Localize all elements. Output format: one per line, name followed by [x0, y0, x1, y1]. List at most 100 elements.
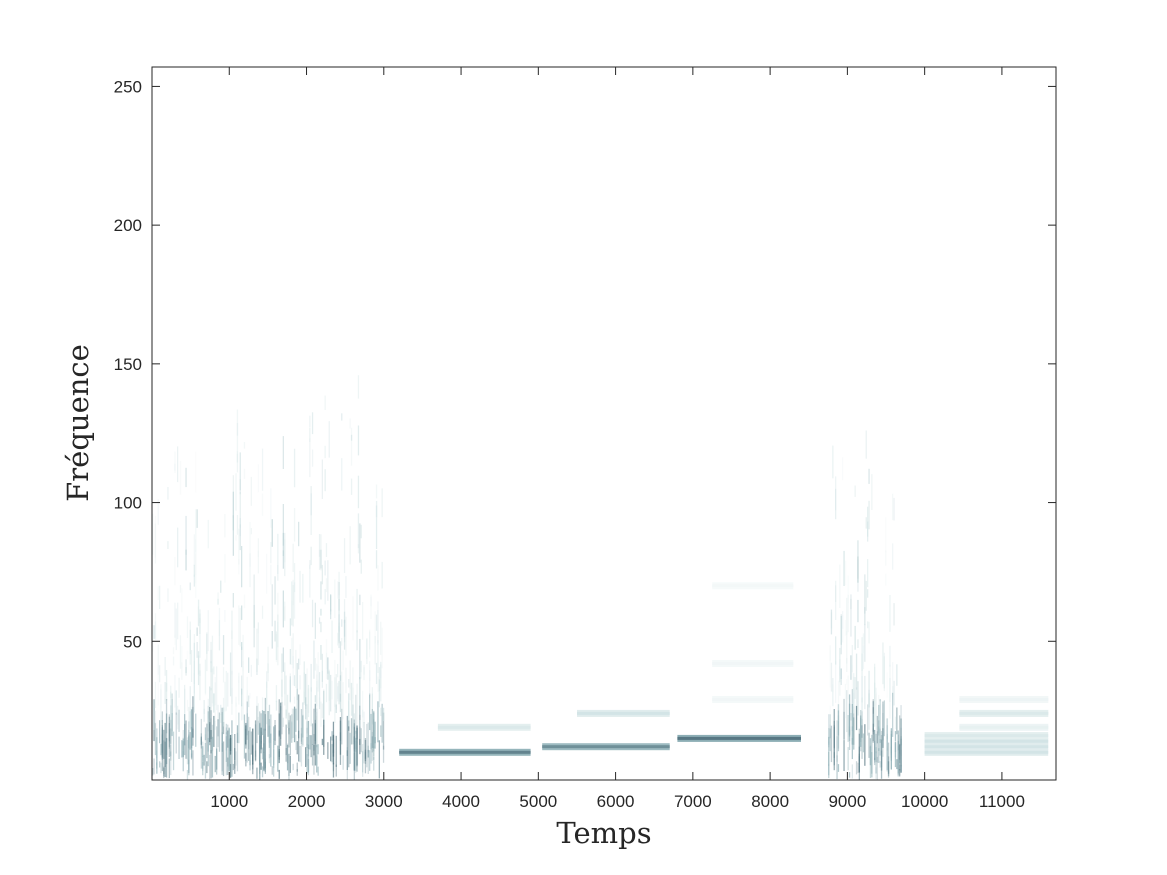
noise-cell: [350, 427, 353, 466]
noise-cell: [250, 476, 252, 506]
noise-cell: [878, 720, 880, 751]
noise-cell: [160, 684, 162, 726]
noise-cell: [829, 705, 831, 729]
noise-cell: [862, 733, 865, 753]
noise-cell: [359, 720, 361, 727]
noise-cell: [864, 724, 866, 766]
noise-cell: [260, 727, 262, 750]
noise-cell: [829, 650, 831, 688]
noise-cell: [850, 594, 852, 637]
noise-cell: [341, 619, 343, 627]
noise-cell: [850, 713, 852, 721]
noise-cell: [345, 576, 347, 598]
noise-cell: [241, 605, 243, 620]
noise-cell: [851, 645, 853, 673]
noise-segment: [152, 375, 385, 780]
noise-cell: [854, 677, 856, 699]
noise-cell: [362, 709, 364, 718]
noise-cell: [157, 665, 159, 706]
noise-cell: [356, 727, 358, 772]
tone-core: [399, 750, 531, 754]
noise-cell: [338, 582, 340, 611]
noise-cell: [225, 723, 227, 751]
noise-cell: [325, 683, 328, 703]
noise-cell: [355, 694, 357, 734]
noise-cell: [899, 715, 901, 760]
noise-cell: [188, 759, 190, 774]
noise-cell: [316, 687, 318, 707]
noise-cell: [163, 766, 165, 777]
noise-cell: [857, 762, 859, 774]
noise-cell: [239, 491, 241, 528]
noise-cell: [832, 684, 834, 693]
noise-cell: [306, 668, 308, 705]
noise-cell: [186, 699, 189, 712]
noise-cell: [289, 755, 291, 773]
noise-cell: [235, 751, 237, 766]
noise-cell: [311, 744, 314, 766]
noise-cell: [211, 668, 214, 707]
noise-cell: [238, 672, 240, 705]
noise-cell: [174, 675, 176, 708]
noise-cell: [844, 620, 847, 636]
noise-cell: [299, 644, 301, 665]
noise-cell: [330, 736, 332, 762]
noise-cell: [217, 719, 219, 737]
noise-cell: [282, 647, 284, 672]
noise-cell: [342, 755, 344, 770]
noise-cell: [257, 538, 259, 574]
tone-core: [712, 698, 794, 701]
y-tick-label: 100: [114, 494, 142, 513]
noise-cell: [181, 662, 183, 680]
noise-cell: [337, 686, 339, 702]
noise-cell: [374, 721, 376, 749]
noise-cell: [227, 757, 229, 775]
noise-cell: [200, 736, 202, 745]
noise-cell: [289, 618, 291, 636]
noise-cell: [362, 751, 364, 773]
noise-cell: [261, 710, 264, 736]
noise-cell: [840, 668, 842, 679]
noise-cell: [199, 670, 201, 677]
noise-cell: [295, 734, 297, 751]
noise-cell: [851, 764, 853, 779]
noise-cell: [305, 747, 307, 767]
noise-cell: [846, 690, 848, 733]
noise-cell: [291, 714, 293, 743]
noise-cell: [171, 699, 173, 737]
noise-cell: [868, 500, 870, 530]
noise-cell: [331, 620, 333, 653]
noise-cell: [231, 670, 233, 704]
noise-cell: [339, 641, 342, 681]
tone-core: [542, 745, 670, 749]
noise-cell: [330, 674, 332, 712]
noise-cell: [328, 669, 330, 701]
tone-segment: [924, 732, 1049, 740]
noise-cell: [293, 675, 296, 687]
noise-cell: [257, 703, 259, 721]
noise-cell: [275, 685, 278, 703]
noise-cell: [195, 713, 197, 747]
noise-cell: [207, 698, 209, 719]
noise-cell: [232, 763, 234, 771]
noise-cell: [357, 475, 360, 509]
noise-cell: [892, 686, 894, 697]
noise-cell: [274, 620, 276, 642]
noise-cell: [381, 561, 383, 589]
noise-cell: [346, 750, 348, 770]
noise-cell: [334, 703, 336, 723]
plot-frame: [151, 66, 1057, 781]
tone-segment: [677, 734, 801, 742]
noise-cell: [193, 673, 195, 713]
noise-cell: [286, 743, 289, 764]
noise-cell: [224, 514, 226, 538]
noise-cell: [369, 629, 371, 658]
noise-cell: [246, 720, 248, 763]
noise-cell: [875, 692, 877, 717]
x-tick-label: 11000: [979, 792, 1025, 811]
y-tick-label: 50: [123, 632, 142, 651]
noise-cell: [843, 711, 845, 740]
noise-cell: [836, 755, 838, 780]
noise-cell: [886, 748, 888, 770]
noise-cell: [835, 636, 837, 665]
